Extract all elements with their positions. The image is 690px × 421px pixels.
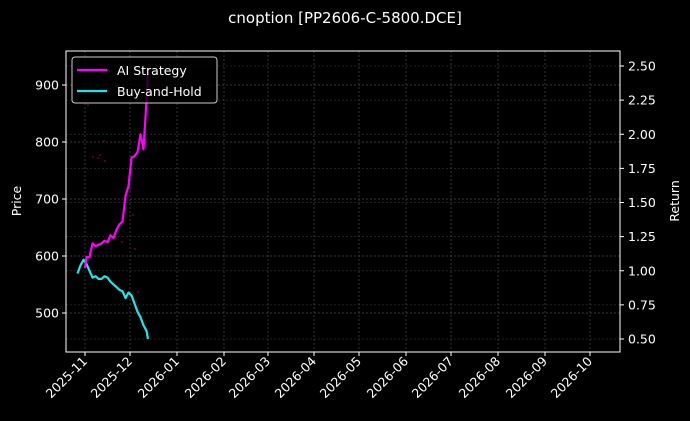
y-right-tick-label: 2.50: [628, 59, 656, 74]
trade-marker: [92, 156, 94, 158]
y-right-tick-label: 2.00: [628, 127, 656, 142]
trade-markers: [87, 104, 139, 293]
ai-strategy-line: [83, 72, 150, 269]
trade-marker: [87, 104, 89, 106]
y-left-tick-label: 600: [35, 249, 59, 264]
y-left-tick-label: 500: [35, 306, 59, 321]
y-axis-left-title: Price: [9, 185, 24, 216]
y-right-tick-label: 1.75: [628, 161, 656, 176]
trade-marker: [132, 214, 134, 216]
grid: [66, 51, 620, 352]
trade-marker: [103, 140, 105, 142]
y-left-tick-label: 900: [35, 78, 59, 93]
y-axis-right-title: Return: [667, 180, 682, 221]
y-right-tick-label: 0.75: [628, 297, 656, 312]
y-left-tick-label: 800: [35, 135, 59, 150]
trade-marker: [104, 160, 106, 162]
y-right-tick-label: 0.50: [628, 332, 656, 347]
trade-marker: [134, 248, 136, 250]
legend: AI Strategy Buy-and-Hold: [71, 56, 218, 104]
y-right-tick-label: 1.25: [628, 229, 656, 244]
y-right-tick-label: 1.00: [628, 263, 656, 278]
trade-marker: [99, 154, 101, 156]
trade-marker: [97, 157, 99, 159]
y-right-tick-label: 2.25: [628, 93, 656, 108]
y-axis-right: 0.50 0.75 1.00 1.25 1.50 1.75 2.00 2.25 2.50: [620, 59, 656, 347]
y-left-tick-label: 700: [35, 192, 59, 207]
legend-label-buy-and-hold: Buy-and-Hold: [117, 84, 202, 99]
trade-marker: [121, 241, 123, 243]
y-right-tick-label: 1.50: [628, 195, 656, 210]
plot-frame: [65, 50, 621, 353]
chart-title: cnoption [PP2606-C-5800.DCE]: [228, 9, 462, 27]
legend-label-ai-strategy: AI Strategy: [117, 63, 187, 78]
buy-and-hold-line: [76, 258, 150, 340]
y-axis-left: 500 600 700 800 900: [35, 78, 66, 321]
trade-marker: [137, 291, 139, 293]
legend-box: [71, 56, 218, 104]
